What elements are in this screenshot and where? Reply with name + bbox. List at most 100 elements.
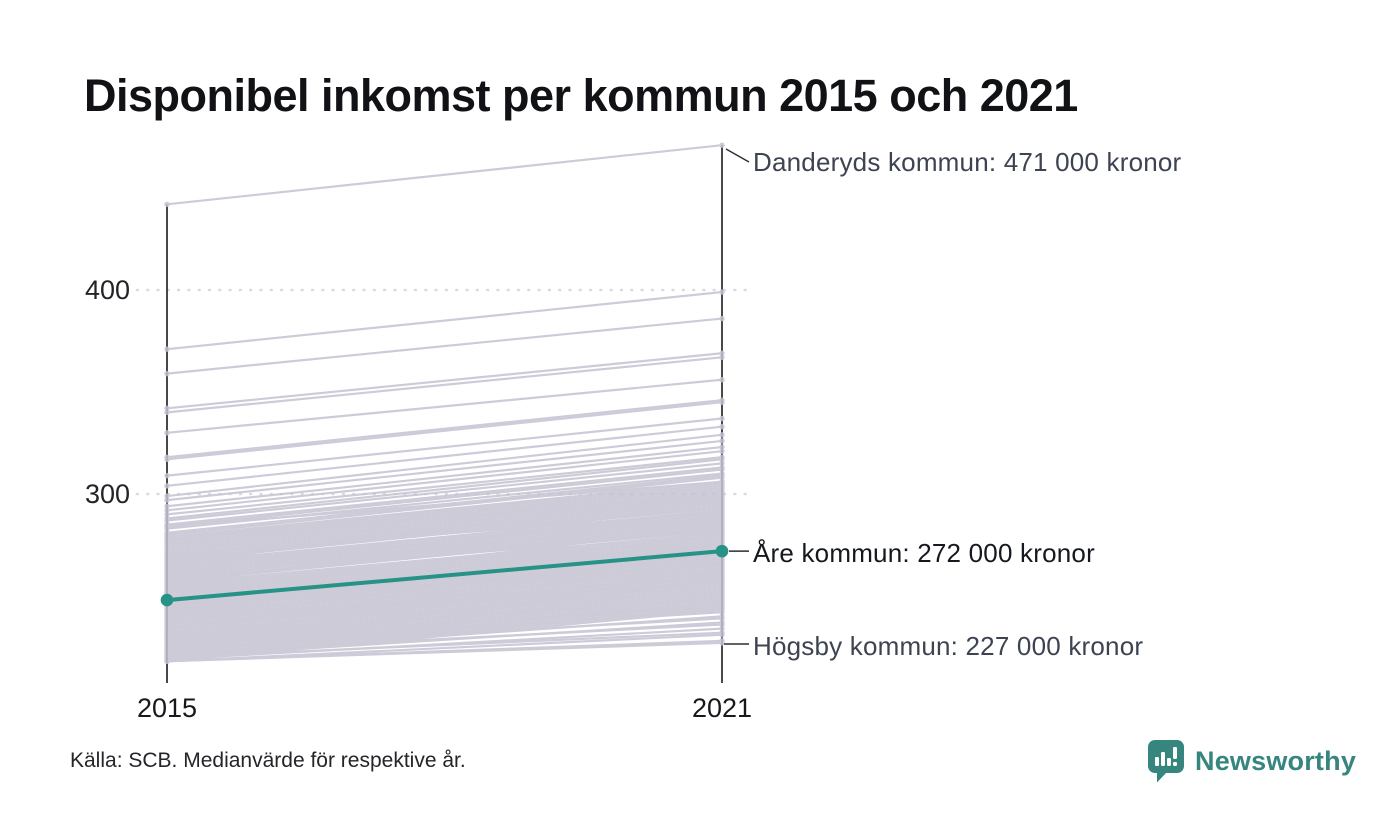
municipality-line <box>166 290 723 351</box>
line-endpoint <box>719 460 725 467</box>
municipality-line <box>166 562 723 616</box>
municipality-line <box>166 482 723 540</box>
line-endpoint <box>164 642 170 648</box>
municipality-line <box>166 552 723 620</box>
y-tick-label-300: 300 <box>84 479 130 509</box>
line-endpoint <box>719 444 725 450</box>
line-endpoint <box>164 370 170 377</box>
line-endpoint <box>719 399 725 405</box>
line-endpoint <box>164 536 170 542</box>
municipality-line <box>166 401 723 461</box>
line-endpoint <box>719 525 725 532</box>
municipality-line <box>166 417 723 477</box>
annotation-are: Åre kommun: 272 000 kronor <box>753 538 1095 568</box>
line-endpoint <box>719 509 725 516</box>
line-endpoint <box>164 430 170 436</box>
line-endpoint <box>719 415 725 422</box>
line-endpoint <box>164 638 170 644</box>
municipality-line <box>166 499 723 557</box>
line-endpoint <box>164 581 170 587</box>
municipality-line <box>166 494 723 540</box>
municipality-line <box>166 439 723 502</box>
municipality-line <box>166 456 723 516</box>
municipality-line <box>166 458 723 520</box>
municipality-line <box>166 480 723 538</box>
line-endpoint <box>719 615 725 622</box>
line-endpoint <box>164 585 170 591</box>
municipality-line <box>166 466 723 526</box>
municipality-line <box>166 356 723 414</box>
source-note: Källa: SCB. Medianvärde för respektive å… <box>70 749 466 772</box>
municipality-line <box>166 509 723 575</box>
line-endpoint <box>164 654 170 660</box>
municipality-line <box>166 611 723 647</box>
line-endpoint <box>719 432 725 438</box>
leader-lines <box>724 148 750 645</box>
municipality-line <box>166 468 723 528</box>
leader-line <box>725 148 750 163</box>
municipality-line <box>166 527 723 573</box>
municipality-line <box>166 494 723 553</box>
municipality-line <box>166 399 723 459</box>
line-endpoint <box>719 493 725 499</box>
line-endpoint <box>719 438 725 444</box>
line-endpoint <box>164 483 170 489</box>
municipality-line <box>166 433 723 498</box>
line-endpoint <box>164 607 170 613</box>
municipality-line <box>166 562 723 606</box>
municipality-line <box>166 545 723 600</box>
municipality-line <box>166 641 723 663</box>
municipality-line <box>166 623 723 655</box>
municipality-line <box>166 490 723 549</box>
annotation-hogsby: Högsby kommun: 227 000 kronor <box>753 631 1144 661</box>
municipality-line <box>166 562 723 630</box>
line-endpoint <box>719 448 725 454</box>
line-endpoint <box>164 646 170 652</box>
municipality-line <box>166 317 723 375</box>
line-endpoint <box>164 405 170 412</box>
line-endpoint <box>164 523 170 530</box>
line-endpoint <box>719 513 725 520</box>
line-endpoint <box>164 409 170 416</box>
municipality-lines <box>164 142 725 664</box>
line-endpoint <box>719 540 725 546</box>
line-endpoint <box>164 617 170 624</box>
newsworthy-icon <box>1148 740 1184 783</box>
line-endpoint <box>719 503 725 509</box>
y-tick-label-400: 400 <box>84 275 130 305</box>
municipality-line <box>166 462 723 522</box>
line-endpoint <box>719 315 725 322</box>
x-label-2015: 2015 <box>136 693 198 723</box>
line-endpoint <box>164 503 170 509</box>
highlight-line <box>166 549 723 603</box>
x-label-2021: 2021 <box>691 693 753 723</box>
municipality-line <box>166 592 723 647</box>
line-endpoint <box>164 632 170 638</box>
line-endpoint <box>164 625 170 632</box>
line-endpoint <box>719 423 725 430</box>
line-endpoint <box>164 472 170 479</box>
municipality-line <box>166 511 723 557</box>
municipality-line <box>166 596 723 636</box>
highlight-endpoint-2015 <box>160 593 174 607</box>
municipality-line <box>166 566 723 620</box>
line-endpoint <box>164 507 170 514</box>
line-endpoint <box>719 579 725 585</box>
line-endpoint <box>719 595 725 601</box>
line-endpoint <box>719 354 725 361</box>
line-endpoint <box>719 479 725 485</box>
municipality-line <box>166 570 723 638</box>
municipality-line <box>166 578 723 647</box>
municipality-line <box>166 480 723 528</box>
line-endpoint <box>719 456 725 463</box>
highlight-endpoint-2021 <box>715 544 729 558</box>
newsworthy-logo: Newsworthy <box>1146 738 1356 784</box>
line-endpoint <box>719 603 725 609</box>
line-endpoint <box>164 456 170 463</box>
municipality-line <box>166 425 723 487</box>
line-endpoint <box>719 609 725 616</box>
line-endpoint <box>164 560 170 567</box>
chart-title: Disponibel inkomst per kommun 2015 och 2… <box>84 70 1078 121</box>
